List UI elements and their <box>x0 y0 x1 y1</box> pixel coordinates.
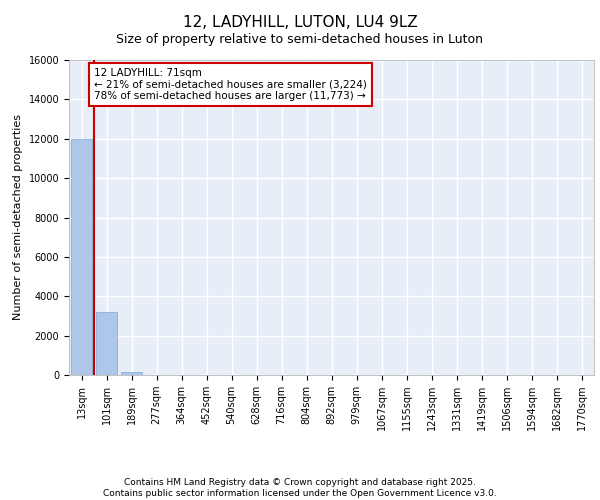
Bar <box>96 312 117 375</box>
Text: 12, LADYHILL, LUTON, LU4 9LZ: 12, LADYHILL, LUTON, LU4 9LZ <box>182 15 418 30</box>
Text: Contains HM Land Registry data © Crown copyright and database right 2025.
Contai: Contains HM Land Registry data © Crown c… <box>103 478 497 498</box>
Text: 12 LADYHILL: 71sqm
← 21% of semi-detached houses are smaller (3,224)
78% of semi: 12 LADYHILL: 71sqm ← 21% of semi-detache… <box>94 68 367 101</box>
Bar <box>121 372 142 375</box>
Y-axis label: Number of semi-detached properties: Number of semi-detached properties <box>13 114 23 320</box>
Bar <box>71 138 92 375</box>
Text: Size of property relative to semi-detached houses in Luton: Size of property relative to semi-detach… <box>116 32 484 46</box>
